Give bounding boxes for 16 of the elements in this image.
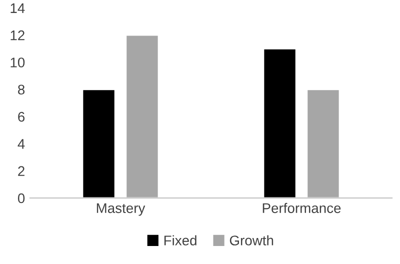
x-tick-label: Performance xyxy=(262,202,341,214)
legend-label: Fixed xyxy=(164,235,196,246)
legend-label: Growth xyxy=(230,235,274,246)
y-tick-label: 10 xyxy=(10,58,25,68)
y-tick-label: 6 xyxy=(18,112,25,122)
x-tick-label: Mastery xyxy=(96,203,146,216)
y-tick-label: 12 xyxy=(10,30,24,40)
y-tick-label: 14 xyxy=(10,3,25,13)
y-tick-label: 4 xyxy=(18,139,25,149)
bar xyxy=(125,34,160,198)
bar xyxy=(82,88,116,198)
bar xyxy=(306,88,340,198)
y-tick-label: 2 xyxy=(18,166,24,176)
y-tick-label: 8 xyxy=(18,84,25,95)
y-tick-label: 0 xyxy=(18,193,25,204)
bar xyxy=(262,48,297,198)
